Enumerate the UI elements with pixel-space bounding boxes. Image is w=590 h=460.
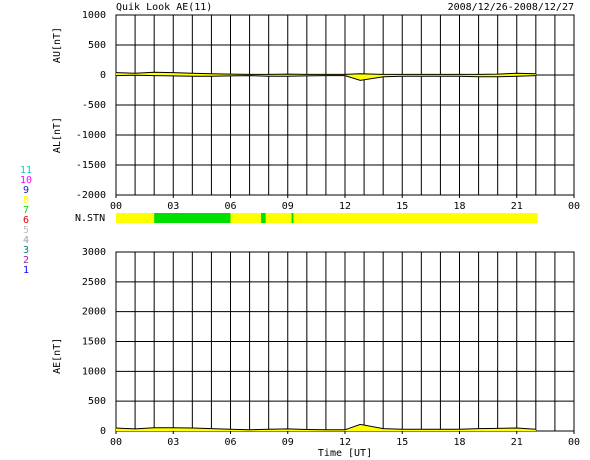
- y-tick-label: -500: [82, 100, 106, 111]
- x-axis-label: Time [UT]: [318, 448, 372, 459]
- y-tick-label: 1000: [82, 10, 106, 21]
- x-tick-label: 12: [339, 201, 351, 212]
- line: [115, 74, 536, 81]
- y-tick-label: 1000: [82, 366, 106, 377]
- x-tick-label: 15: [396, 201, 408, 212]
- x-tick-label: 15: [396, 437, 408, 448]
- station-legend: 5: [23, 225, 29, 236]
- station-legend: 6: [23, 215, 29, 226]
- y-tick-label: 0: [100, 70, 106, 81]
- y-tick-label: 0: [100, 426, 106, 437]
- y-tick-label: 2000: [82, 307, 106, 318]
- station-segment: [116, 213, 155, 223]
- y-tick-label: -2000: [76, 190, 106, 201]
- y-tick-label: 500: [88, 40, 106, 51]
- y-tick-label: -1500: [76, 160, 106, 171]
- station-legend: 11: [20, 165, 32, 176]
- y-tick-label: 500: [88, 396, 106, 407]
- chart-title: Quik Look AE(11): [116, 2, 212, 13]
- x-tick-label: 00: [568, 201, 580, 212]
- station-legend: 7: [23, 205, 29, 216]
- x-tick-label: 12: [339, 437, 351, 448]
- station-segment: [293, 213, 538, 223]
- station-legend: 9: [23, 185, 29, 196]
- station-segment: [261, 213, 266, 223]
- stations-label: N.STN: [75, 213, 105, 224]
- line: [115, 423, 536, 431]
- station-segment: [230, 213, 262, 223]
- x-tick-label: 21: [511, 201, 523, 212]
- y-tick-label: -1000: [76, 130, 106, 141]
- x-tick-label: 00: [110, 201, 122, 212]
- station-legend: 3: [23, 245, 29, 256]
- x-tick-label: 00: [568, 437, 580, 448]
- line: [115, 71, 536, 75]
- x-tick-label: 00: [110, 437, 122, 448]
- x-tick-label: 03: [167, 437, 179, 448]
- plot-frame: [115, 14, 575, 196]
- y-axis-label: AE[nT]: [52, 338, 63, 374]
- station-segment: [154, 213, 231, 223]
- x-tick-label: 18: [453, 437, 465, 448]
- x-tick-label: 06: [224, 437, 236, 448]
- y-axis-label: AL[nT]: [52, 117, 63, 153]
- y-tick-label: 3000: [82, 247, 106, 258]
- x-tick-label: 21: [511, 437, 523, 448]
- x-tick-label: 06: [224, 201, 236, 212]
- y-tick-label: 2500: [82, 277, 106, 288]
- station-legend: 8: [23, 195, 29, 206]
- x-tick-label: 18: [453, 201, 465, 212]
- y-tick-label: 1500: [82, 337, 106, 348]
- station-segment: [291, 213, 294, 223]
- x-tick-label: 09: [282, 437, 294, 448]
- x-tick-label: 03: [167, 201, 179, 212]
- y-axis-label: AU[nT]: [52, 27, 63, 63]
- station-legend: 1: [23, 265, 29, 276]
- station-legend: 2: [23, 255, 29, 266]
- station-legend: 10: [20, 175, 32, 186]
- x-tick-label: 09: [282, 201, 294, 212]
- station-segment: [265, 213, 292, 223]
- date-range: 2008/12/26-2008/12/27: [448, 2, 574, 13]
- station-legend: 4: [23, 235, 29, 246]
